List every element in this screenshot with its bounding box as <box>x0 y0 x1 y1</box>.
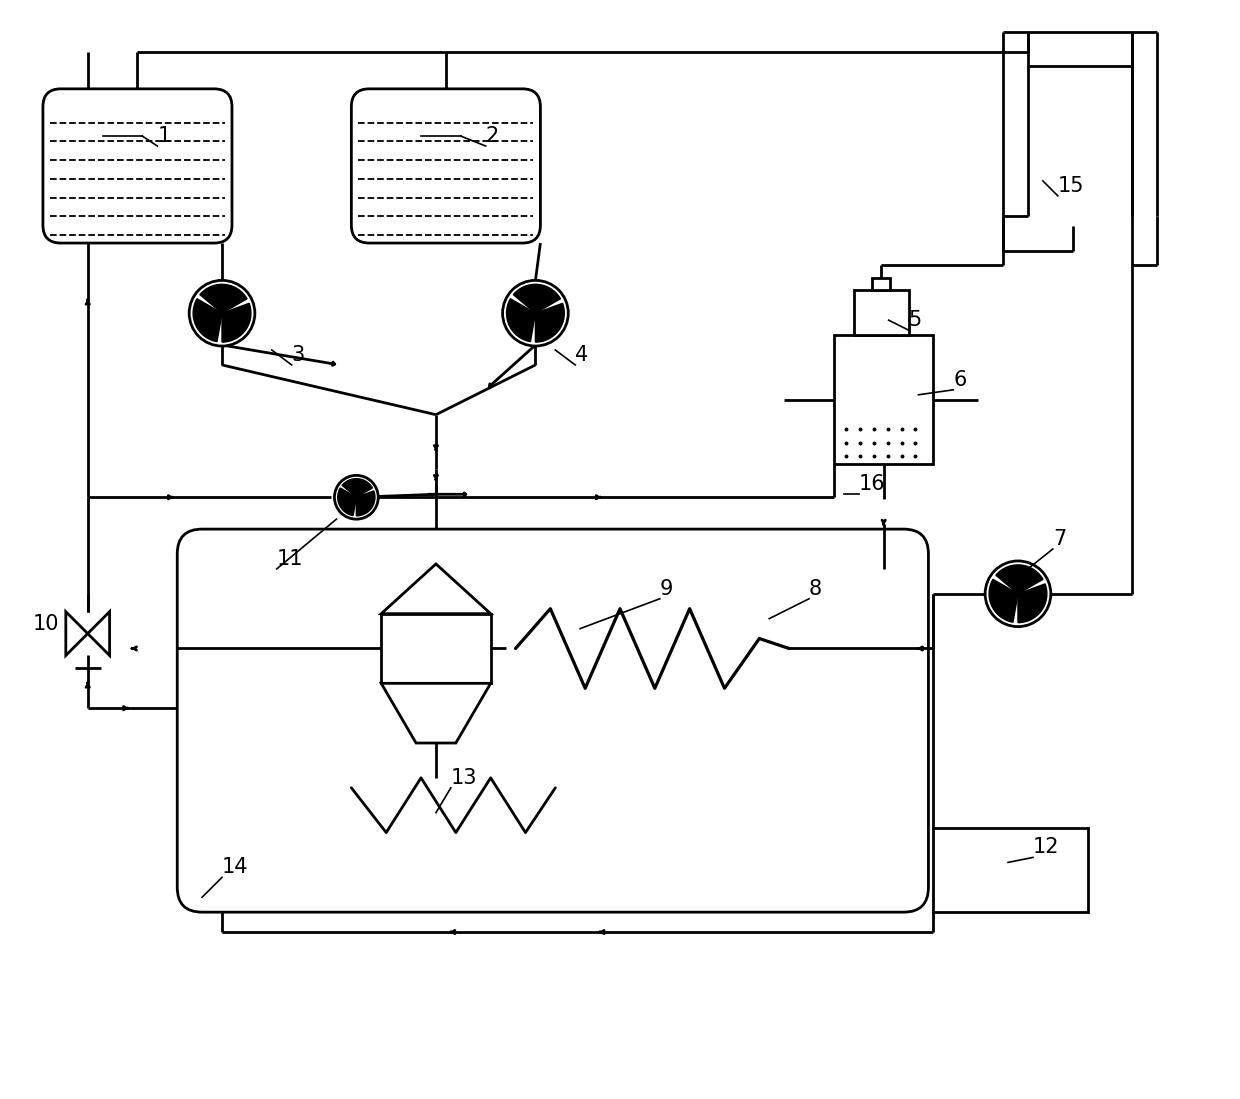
Polygon shape <box>507 299 536 342</box>
Polygon shape <box>337 488 356 515</box>
Text: 16: 16 <box>859 475 885 495</box>
Polygon shape <box>66 612 88 655</box>
Circle shape <box>502 280 568 346</box>
Text: 3: 3 <box>291 345 305 365</box>
Polygon shape <box>88 612 109 655</box>
Text: 11: 11 <box>277 548 304 569</box>
Polygon shape <box>200 285 247 313</box>
Circle shape <box>985 560 1050 626</box>
Bar <box>872 278 890 290</box>
FancyBboxPatch shape <box>177 529 929 912</box>
Polygon shape <box>996 565 1043 593</box>
Text: 4: 4 <box>575 345 589 365</box>
Text: 15: 15 <box>1058 176 1084 196</box>
Polygon shape <box>990 579 1018 622</box>
Polygon shape <box>342 479 372 497</box>
Text: 10: 10 <box>33 613 60 633</box>
Text: 1: 1 <box>157 126 171 146</box>
Polygon shape <box>193 299 222 342</box>
Polygon shape <box>513 285 560 313</box>
Bar <box>381 613 491 684</box>
Text: 9: 9 <box>660 579 673 599</box>
Polygon shape <box>222 303 250 342</box>
Polygon shape <box>381 684 491 743</box>
Circle shape <box>335 476 378 519</box>
Circle shape <box>190 280 255 346</box>
Polygon shape <box>356 491 374 515</box>
Bar <box>934 828 1087 912</box>
Text: 13: 13 <box>451 768 477 788</box>
Text: 8: 8 <box>808 579 822 599</box>
Bar <box>854 290 909 335</box>
Text: 2: 2 <box>486 126 498 146</box>
FancyBboxPatch shape <box>43 89 232 243</box>
Text: 6: 6 <box>954 369 967 390</box>
Bar <box>835 335 934 465</box>
Polygon shape <box>1018 584 1047 623</box>
Text: 12: 12 <box>1033 837 1059 857</box>
Text: 7: 7 <box>1053 529 1066 550</box>
Polygon shape <box>381 564 491 613</box>
Text: 14: 14 <box>222 857 248 877</box>
Text: 5: 5 <box>909 310 921 330</box>
Polygon shape <box>536 303 564 342</box>
FancyBboxPatch shape <box>351 89 541 243</box>
